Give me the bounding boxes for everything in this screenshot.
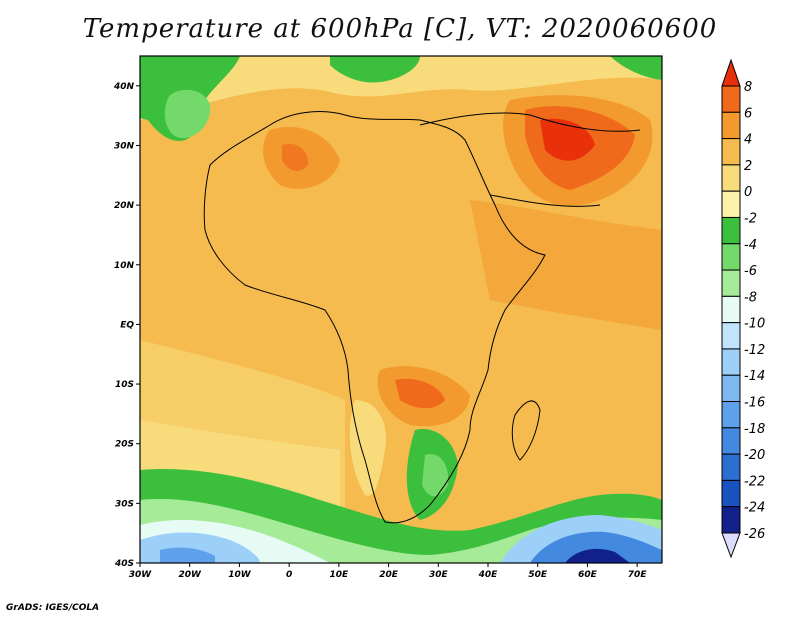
colorbar-box (721, 164, 741, 192)
colorbar-box (721, 111, 741, 140)
colorbar-box (721, 190, 741, 218)
field-sahara-core (282, 143, 309, 172)
colorbar: 8 6 4 2 0 -2 -4 -6 -8 -10 -12 -14 -16 -18 -20 -22 -24 -26 (721, 58, 765, 559)
colorbar-bottom-arrow (721, 532, 741, 559)
field-med-band (140, 56, 662, 120)
colorbar-label: 2 (744, 159, 752, 174)
field-indian-ocean (470, 200, 662, 330)
field-arabia-max (540, 118, 595, 161)
colorbar-box (721, 453, 741, 481)
colorbar-box (721, 401, 741, 429)
colorbar-label: -24 (744, 501, 765, 516)
colorbar-box (721, 243, 741, 271)
lat-tick-label: EQ (120, 320, 134, 330)
colorbar-label: -12 (744, 343, 765, 358)
colorbar-box (721, 269, 741, 297)
colorbar-box (721, 374, 741, 403)
africa-coastline (203, 111, 546, 524)
colorbar-label: -14 (744, 369, 765, 384)
lat-tick-label: 40N (113, 82, 135, 92)
colorbar-label: -18 (744, 422, 765, 437)
lon-tick-label: 30W (129, 570, 153, 580)
field-zambia-hot (395, 378, 445, 409)
colorbar-box (721, 138, 741, 166)
lat-tick-label: 30S (115, 499, 134, 509)
lon-tick-label: 70E (628, 570, 648, 580)
colorbar-box (721, 85, 741, 113)
lat-tick-label: 10S (115, 380, 134, 390)
lat-tick-label: 20N (114, 201, 135, 211)
field-cold-nw-core (164, 89, 211, 139)
colorbar-label: -10 (744, 317, 765, 332)
lon-tick-label: 40E (478, 570, 499, 580)
colorbar-label: -20 (744, 448, 765, 463)
lon-tick-label: 10E (330, 570, 350, 580)
colorbar-top-arrow (721, 58, 741, 87)
colorbar-label: 0 (744, 185, 752, 200)
field-cold-north-mid (330, 56, 420, 83)
field-so-west-deep (160, 547, 215, 563)
lon-tick-label: 30E (429, 570, 449, 580)
lat-tick-label: 10N (114, 261, 135, 271)
colorbar-box (721, 479, 741, 508)
colorbar-box (721, 506, 741, 534)
lon-tick-label: 60E (578, 570, 598, 580)
colorbar-label: -4 (744, 238, 757, 253)
colorbar-label: 8 (744, 80, 752, 95)
arabia-coast (489, 194, 601, 207)
colorbar-label: -6 (744, 264, 757, 279)
axis-ticks: 30W 20W 10W 0 10E 20E 30E 40E 50E 60E 70E 40N 30N 20N… (113, 82, 647, 580)
colorbar-label: -26 (744, 527, 765, 542)
lat-tick-label: 20S (115, 440, 134, 450)
chart-title: Temperature at 600hPa [C], VT: 202006060… (82, 14, 718, 44)
lon-tick-label: 20E (379, 570, 399, 580)
colorbar-box (721, 295, 741, 324)
colorbar-box (721, 427, 741, 455)
coastlines (203, 111, 641, 524)
field-cold-ne (610, 56, 662, 80)
mideast-coast (419, 112, 641, 132)
lon-tick-label: 50E (528, 570, 548, 580)
colorbar-box (721, 322, 741, 350)
lon-tick-label: 20W (178, 570, 202, 580)
field-sa-green-core (422, 454, 449, 497)
lat-tick-label: 30N (114, 141, 135, 151)
lat-tick-label: 40S (114, 559, 134, 569)
colorbar-label: -16 (744, 396, 765, 411)
colorbar-box (721, 348, 741, 376)
field-so-east-coldest (565, 548, 630, 563)
colorbar-label: -2 (744, 211, 757, 226)
lon-tick-label: 10W (228, 570, 252, 580)
lon-tick-label: 0 (286, 570, 292, 580)
temperature-field (140, 56, 662, 563)
colorbar-label: 4 (744, 133, 752, 148)
colorbar-label: 6 (744, 106, 752, 121)
field-namibia-cool (349, 400, 386, 496)
colorbar-label: -22 (744, 474, 765, 489)
colorbar-box (721, 216, 741, 245)
madagascar-coastline (511, 400, 541, 461)
plot-frame (139, 55, 663, 564)
credit-label: GrADS: IGES/COLA (6, 603, 100, 613)
colorbar-label: -8 (744, 290, 757, 305)
field-so-east-deeper (530, 531, 662, 563)
